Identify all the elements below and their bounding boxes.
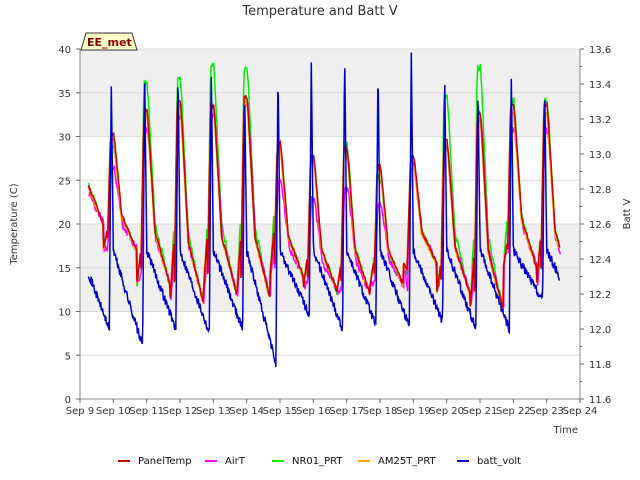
y-tick-label: 10 [58, 308, 71, 319]
series-line-paneltemp [87, 95, 561, 311]
y2-axis-label: Batt V [622, 198, 633, 229]
y2-tick-label: 12.2 [589, 290, 611, 301]
x-tick-label: Sep 17 [329, 406, 364, 417]
background-band [80, 180, 580, 224]
background-band [80, 92, 580, 137]
y-tick-label: 35 [58, 89, 71, 100]
y2-tick-label: 12.8 [589, 185, 611, 196]
x-tick-label: Sep 16 [296, 406, 331, 417]
y2-tick-label: 12.0 [589, 325, 611, 336]
y-tick-label: 15 [58, 264, 71, 275]
y-tick-label: 30 [58, 133, 71, 144]
x-tick-label: Sep 11 [129, 406, 164, 417]
y2-tick-label: 11.6 [589, 395, 611, 406]
y-axis-label: Temperature (C) [9, 183, 20, 265]
y-tick-label: 5 [65, 351, 71, 362]
plot-area [80, 49, 580, 399]
x-axis-label: Time [553, 425, 578, 436]
y2-tick-label: 13.4 [589, 80, 611, 91]
y2-tick-label: 11.8 [589, 360, 611, 371]
y2-tick-label: 12.4 [589, 255, 611, 266]
legend-label: NR01_PRT [292, 456, 343, 467]
x-tick-label: Sep 18 [363, 406, 398, 417]
series-line-batt-volt [87, 52, 561, 368]
x-tick-label: Sep 13 [196, 406, 231, 417]
x-tick-label: Sep 24 [563, 406, 598, 417]
background-band [80, 355, 580, 399]
y-axis-ticks: 0 5 10 15 20 25 30 35 40 [58, 45, 80, 406]
y2-tick-label: 13.0 [589, 150, 611, 161]
background-band [80, 311, 580, 356]
x-tick-label: Sep 10 [96, 406, 131, 417]
legend: PanelTemp AirT NR01_PRT AM25T_PRT batt_volt [118, 456, 521, 467]
y2-tick-label: 13.2 [589, 115, 611, 126]
x-tick-label: Sep 20 [429, 406, 464, 417]
legend-label: AirT [225, 456, 246, 467]
background-band [80, 136, 580, 181]
y2-tick-label: 12.6 [589, 220, 611, 231]
legend-label: PanelTemp [138, 456, 192, 467]
x-tick-label: Sep 14 [229, 406, 264, 417]
chart-title: Temperature and Batt V [241, 4, 397, 19]
y2-tick-label: 13.6 [589, 45, 611, 56]
y-tick-label: 20 [58, 220, 71, 231]
series-layer [87, 52, 562, 368]
station-badge: EE_met [80, 32, 138, 51]
x-tick-label: Sep 9 [66, 406, 94, 417]
x-tick-label: Sep 23 [529, 406, 564, 417]
y-tick-label: 25 [58, 176, 71, 187]
x-tick-label: Sep 21 [463, 406, 498, 417]
x-tick-label: Sep 19 [396, 406, 431, 417]
legend-label: batt_volt [477, 456, 521, 467]
y-tick-label: 0 [65, 395, 71, 406]
x-tick-label: Sep 15 [263, 406, 298, 417]
legend-label: AM25T_PRT [378, 456, 437, 467]
background-band [80, 49, 580, 93]
station-badge-text: EE_met [87, 36, 132, 49]
x-tick-label: Sep 12 [163, 406, 198, 417]
y2-axis-ticks: 11.6 11.8 12.0 12.2 12.4 12.6 12.8 13.0 13.2 13.4… [580, 45, 611, 406]
y-tick-label: 40 [58, 45, 71, 56]
x-tick-label: Sep 22 [496, 406, 531, 417]
